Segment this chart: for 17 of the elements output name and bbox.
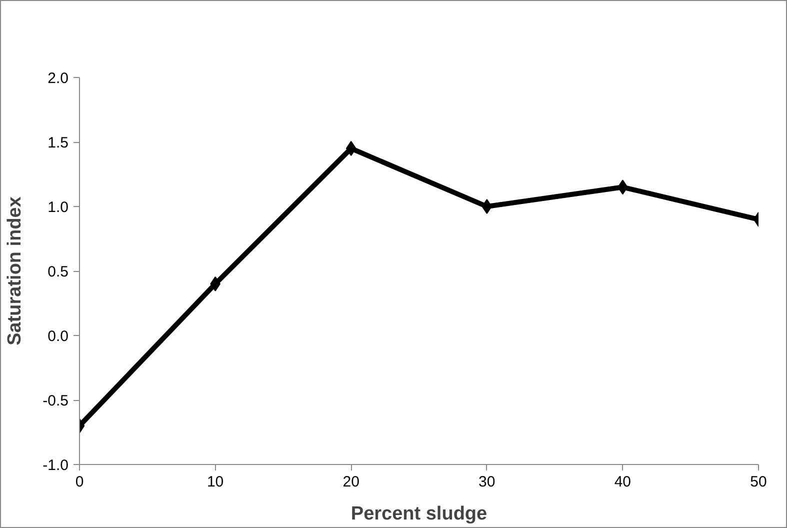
x-tick-label: 40 [614,474,632,490]
x-tick-label: 20 [342,474,360,490]
x-tick-label: 0 [75,474,84,490]
y-tick-label: 1.0 [48,199,69,216]
y-tick-label: 0.0 [48,328,69,345]
y-tick-label: -1.0 [42,457,69,474]
point [346,140,356,156]
x-axis-title: Percent sludge [350,504,488,524]
y-tick-label: 1.5 [48,134,69,152]
point [482,199,492,214]
y-axis-title: Saturation index [4,196,26,346]
x-tick-label: 50 [750,474,767,490]
y-tick-label: 0.5 [48,264,69,280]
y-tick-label: 2.0 [48,70,69,87]
x-tick-label: 10 [206,474,224,490]
y-tick-label: -0.5 [42,392,69,410]
x-tick-label: 30 [478,474,496,490]
